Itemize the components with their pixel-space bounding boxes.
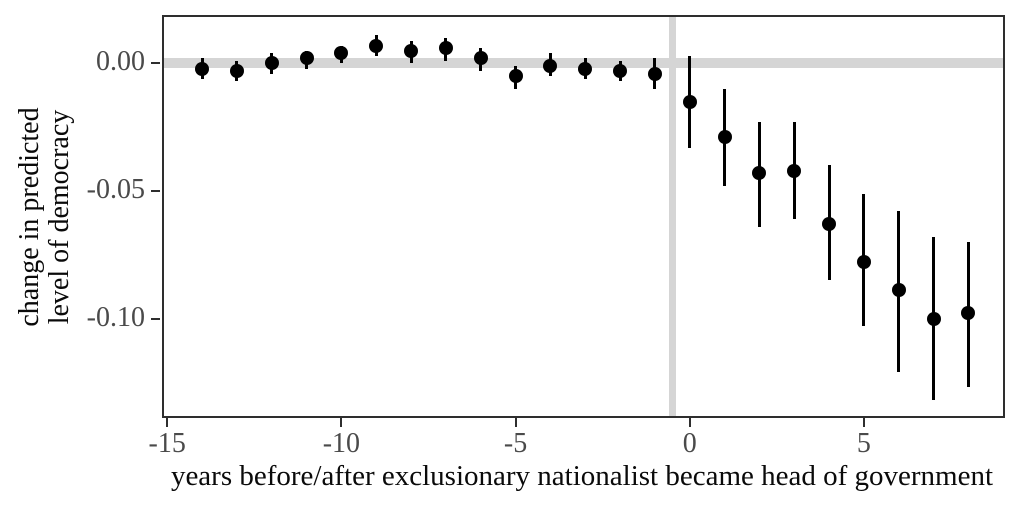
y-axis-tick-mark (151, 189, 160, 192)
estimate-point (647, 66, 662, 81)
y-axis-tick-mark (151, 62, 160, 65)
estimate-point (543, 59, 558, 73)
estimate-point (229, 64, 244, 79)
x-axis-tick-label: 5 (856, 428, 871, 459)
x-axis-tick-mark (514, 418, 517, 427)
estimate-point (195, 61, 210, 76)
estimate-point (473, 51, 488, 66)
estimate-point (856, 255, 871, 270)
x-axis-tick-mark (688, 418, 691, 427)
y-axis-tick-label: -0.10 (86, 301, 145, 333)
estimate-point (926, 311, 941, 326)
estimate-point (613, 64, 628, 79)
estimate-point (822, 217, 837, 232)
y-axis-tick-label: -0.05 (86, 173, 145, 205)
x-axis-title: years before/after exclusionary national… (170, 460, 994, 492)
y-axis-tick-mark (151, 317, 160, 320)
y-axis-title: change in predicted level of democracy (14, 107, 75, 327)
x-axis-tick-mark (166, 418, 169, 427)
estimate-point (369, 38, 384, 53)
estimate-point (787, 163, 802, 178)
treatment-onset-reference-line (668, 15, 676, 418)
estimate-point (438, 41, 453, 56)
plot-panel (162, 15, 1005, 418)
estimate-point (891, 283, 906, 298)
estimate-point (578, 61, 593, 76)
estimate-point (299, 51, 314, 66)
y-axis-tick-label: 0.00 (96, 46, 145, 78)
x-axis-tick-label: 0 (682, 428, 697, 459)
x-axis-tick-mark (862, 418, 865, 427)
estimate-point (752, 166, 767, 181)
estimate-point (961, 306, 976, 321)
estimate-point (404, 43, 419, 58)
estimate-point (264, 56, 279, 71)
x-axis-tick-mark (340, 418, 343, 427)
x-axis-tick-label: -5 (503, 428, 528, 459)
estimate-point (508, 69, 523, 84)
x-axis-tick-label: -10 (322, 428, 361, 459)
estimate-point (717, 130, 732, 145)
estimate-point (334, 46, 349, 61)
estimate-point (682, 94, 697, 109)
x-axis-tick-label: -15 (148, 428, 186, 459)
